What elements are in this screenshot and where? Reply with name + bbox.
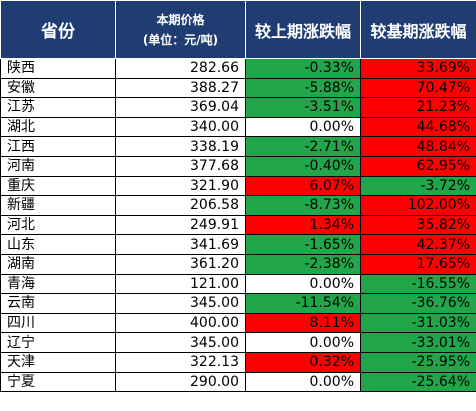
- province-cell: 陕西: [0, 58, 116, 79]
- yoy-change-cell: 102.00%: [360, 195, 476, 216]
- mom-change-cell: 1.34%: [245, 214, 361, 236]
- province-cell: 河南: [0, 155, 116, 177]
- table-row: 江苏 369.04 -3.51% 21.23%: [0, 97, 476, 118]
- mom-change-cell: -2.71%: [245, 136, 361, 157]
- mom-change-cell: 0.00%: [245, 116, 361, 138]
- header-price-line1: 本期价格: [156, 12, 205, 27]
- province-cell: 四川: [0, 312, 116, 334]
- province-cell: 安徽: [0, 77, 116, 99]
- mom-change-cell: -3.51%: [245, 97, 361, 118]
- header-price: 本期价格 (单位：元/吨): [115, 0, 246, 59]
- table-row: 宁夏 290.00 0.00% -25.64%: [0, 371, 476, 393]
- price-cell: 400.00: [115, 312, 246, 334]
- province-cell: 江西: [0, 136, 116, 157]
- mom-change-cell: 0.00%: [245, 332, 361, 353]
- price-cell: 340.00: [115, 116, 246, 138]
- yoy-change-cell: 17.65%: [360, 253, 476, 275]
- yoy-change-cell: -33.01%: [360, 332, 476, 353]
- price-cell: 249.91: [115, 214, 246, 236]
- table-row: 青海 121.00 0.00% -16.55%: [0, 273, 476, 295]
- province-cell: 湖北: [0, 116, 116, 138]
- yoy-change-cell: 21.23%: [360, 97, 476, 118]
- price-cell: 369.04: [115, 97, 246, 118]
- province-cell: 云南: [0, 293, 116, 314]
- table-row: 陕西 282.66 -0.33% 33.69%: [0, 58, 476, 79]
- price-cell: 282.66: [115, 58, 246, 79]
- price-cell: 345.00: [115, 293, 246, 314]
- yoy-change-cell: 48.84%: [360, 136, 476, 157]
- price-cell: 206.58: [115, 195, 246, 216]
- header-yoy-change: 较基期涨跌幅: [360, 0, 476, 59]
- price-cell: 341.69: [115, 234, 246, 255]
- price-cell: 121.00: [115, 273, 246, 295]
- yoy-change-cell: -16.55%: [360, 273, 476, 295]
- mom-change-cell: -0.40%: [245, 155, 361, 177]
- province-cell: 江苏: [0, 97, 116, 118]
- yoy-change-cell: -3.72%: [360, 175, 476, 197]
- mom-change-cell: -8.73%: [245, 195, 361, 216]
- table-row: 新疆 206.58 -8.73% 102.00%: [0, 195, 476, 216]
- mom-change-cell: 0.00%: [245, 371, 361, 393]
- table-row: 山东 341.69 -1.65% 42.37%: [0, 234, 476, 255]
- price-cell: 290.00: [115, 371, 246, 393]
- yoy-change-cell: -36.76%: [360, 293, 476, 314]
- table-row: 安徽 388.27 -5.88% 70.47%: [0, 77, 476, 99]
- price-cell: 377.68: [115, 155, 246, 177]
- yoy-change-cell: -25.64%: [360, 371, 476, 393]
- mom-change-cell: -1.65%: [245, 234, 361, 255]
- table-header: 省份 本期价格 (单位：元/吨) 较上期涨跌幅 较基期涨跌幅: [0, 0, 476, 59]
- mom-change-cell: 0.00%: [245, 273, 361, 295]
- province-cell: 山东: [0, 234, 116, 255]
- price-table: 省份 本期价格 (单位：元/吨) 较上期涨跌幅 较基期涨跌幅 陕西 282.66-…: [0, 0, 476, 393]
- price-cell: 388.27: [115, 77, 246, 99]
- price-cell: 361.20: [115, 253, 246, 275]
- table-row: 河南 377.68 -0.40% 62.95%: [0, 155, 476, 177]
- table-row: 四川 400.00 8.11% -31.03%: [0, 312, 476, 334]
- mom-change-cell: -0.33%: [245, 58, 361, 79]
- header-price-line2: (单位：元/吨): [142, 32, 219, 47]
- table-row: 湖北 340.00 0.00% 44.68%: [0, 116, 476, 138]
- table-row: 云南 345.00 -11.54% -36.76%: [0, 293, 476, 314]
- mom-change-cell: 0.32%: [245, 351, 361, 373]
- table-row: 湖南 361.20 -2.38% 17.65%: [0, 253, 476, 275]
- province-cell: 湖南: [0, 253, 116, 275]
- table-body: 陕西 282.66 -0.33% 33.69% 安徽 388.27 -5.88% 70.47…: [0, 58, 476, 393]
- yoy-change-cell: 33.69%: [360, 58, 476, 79]
- province-cell: 辽宁: [0, 332, 116, 353]
- price-cell: 338.19: [115, 136, 246, 157]
- price-cell: 345.00: [115, 332, 246, 353]
- yoy-change-cell: 44.68%: [360, 116, 476, 138]
- header-mom-change: 较上期涨跌幅: [245, 0, 361, 59]
- province-cell: 重庆: [0, 175, 116, 197]
- yoy-change-cell: 70.47%: [360, 77, 476, 99]
- price-cell: 321.90: [115, 175, 246, 197]
- table-row: 河北 249.91 1.34% 35.82%: [0, 214, 476, 236]
- mom-change-cell: 8.11%: [245, 312, 361, 334]
- yoy-change-cell: 42.37%: [360, 234, 476, 255]
- province-cell: 新疆: [0, 195, 116, 216]
- yoy-change-cell: 35.82%: [360, 214, 476, 236]
- mom-change-cell: -2.38%: [245, 253, 361, 275]
- mom-change-cell: 6.07%: [245, 175, 361, 197]
- header-province: 省份: [0, 0, 116, 59]
- table-row: 天津 322.13 0.32% -25.95%: [0, 351, 476, 373]
- mom-change-cell: -5.88%: [245, 77, 361, 99]
- yoy-change-cell: 62.95%: [360, 155, 476, 177]
- table-row: 江西 338.19 -2.71% 48.84%: [0, 136, 476, 157]
- price-cell: 322.13: [115, 351, 246, 373]
- province-cell: 青海: [0, 273, 116, 295]
- table-row: 重庆 321.90 6.07% -3.72%: [0, 175, 476, 197]
- yoy-change-cell: -31.03%: [360, 312, 476, 334]
- table-row: 辽宁 345.00 0.00% -33.01%: [0, 332, 476, 353]
- province-cell: 宁夏: [0, 371, 116, 393]
- yoy-change-cell: -25.95%: [360, 351, 476, 373]
- province-cell: 天津: [0, 351, 116, 373]
- province-cell: 河北: [0, 214, 116, 236]
- header-row: 省份 本期价格 (单位：元/吨) 较上期涨跌幅 较基期涨跌幅: [0, 0, 476, 59]
- mom-change-cell: -11.54%: [245, 293, 361, 314]
